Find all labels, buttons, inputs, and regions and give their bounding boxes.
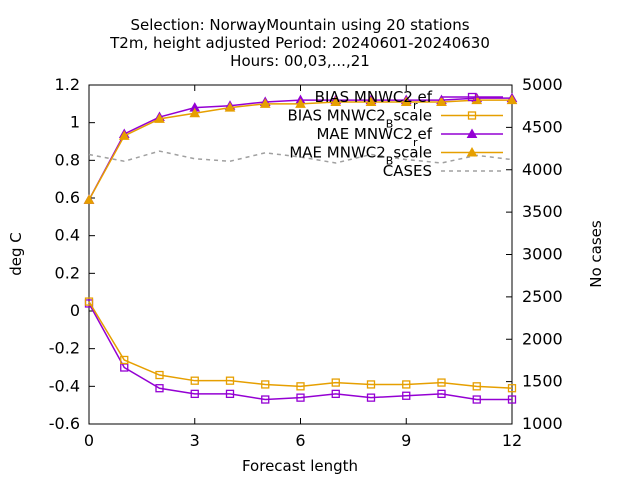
data-point	[507, 395, 517, 404]
data-point	[436, 96, 447, 106]
data-point	[259, 98, 271, 108]
y2-tick-label: 2500	[522, 287, 563, 306]
data-point	[155, 384, 164, 393]
x-tick-label: 0	[84, 431, 94, 450]
data-point	[507, 384, 517, 393]
x-tick-label: 12	[502, 431, 522, 450]
legend-label: BIAS MNWC2Bscale	[288, 107, 432, 131]
legend-entry: BIAS MNWC2ref	[315, 88, 503, 112]
data-point	[365, 96, 377, 106]
data-point	[402, 380, 411, 389]
data-point	[437, 389, 446, 399]
legend-entry: CASES	[383, 162, 503, 180]
y-tick-label: 0	[70, 301, 80, 320]
y-tick-label: 1.2	[55, 75, 80, 94]
legend-entry: MAE MNWC2ref	[316, 125, 503, 149]
x-tick-label: 6	[295, 431, 305, 450]
data-point	[225, 389, 235, 399]
legend-entry: BIAS MNWC2Bscale	[288, 107, 503, 131]
data-point	[296, 382, 305, 391]
plot-border	[88, 84, 513, 425]
x-tick-label: 3	[190, 431, 200, 450]
data-point	[366, 393, 376, 402]
series-line	[88, 303, 512, 401]
y2-tick-label: 1500	[522, 372, 563, 391]
data-point	[190, 376, 199, 385]
data-point	[467, 92, 477, 102]
title-line-3: Hours: 00,03,...,21	[230, 52, 370, 70]
y-tick-label: 0.6	[55, 188, 80, 207]
y2-tick-label: 1000	[522, 414, 563, 433]
data-point	[331, 389, 340, 399]
y2-axis-label: No cases	[587, 220, 605, 288]
y-tick-label: 0.2	[55, 263, 80, 282]
legend-label: MAE MNWC2ref	[316, 125, 432, 149]
data-point	[466, 128, 478, 138]
data-point	[471, 94, 483, 105]
axes: -0.6 -0.4 -0.2 0 0.2 0.4 0.6 0.8 1 1.2 1000 1500 200…	[49, 75, 563, 450]
y-tick-label: -0.4	[49, 376, 80, 395]
series-0	[84, 299, 517, 404]
y2-tick-label: 5000	[522, 75, 563, 94]
data-point	[84, 297, 94, 306]
data-point	[190, 389, 199, 399]
legend-entry: MAE MNWC2Bscale	[289, 144, 503, 168]
y2-tick-label: 3000	[522, 245, 563, 264]
data-point	[472, 395, 481, 404]
data-point	[296, 393, 305, 402]
data-point	[467, 111, 477, 120]
series-line	[88, 150, 513, 164]
data-point	[261, 380, 270, 389]
x-axis-label: Forecast length	[242, 457, 358, 475]
data-point	[330, 96, 342, 106]
data-point	[506, 94, 518, 105]
y-tick-label: 0.8	[55, 150, 80, 169]
plot-area	[83, 92, 518, 404]
y2-tick-label: 3500	[522, 202, 563, 221]
data-point	[120, 355, 129, 365]
y2-tick-label: 4000	[522, 160, 563, 179]
data-point	[224, 102, 236, 112]
data-point	[400, 96, 412, 106]
data-point	[118, 130, 130, 140]
series-1	[84, 297, 517, 393]
y2-tick-label: 4500	[522, 117, 563, 136]
data-point	[261, 395, 270, 404]
chart-title: Selection: NorwayMountain using 20 stati…	[109, 16, 490, 70]
data-point	[331, 378, 340, 387]
data-point	[366, 380, 376, 389]
data-point	[189, 107, 201, 118]
data-point	[437, 378, 446, 387]
y-tick-label: 1	[70, 113, 80, 132]
data-point	[155, 370, 164, 380]
series-3	[83, 94, 518, 204]
title-line-1: Selection: NorwayMountain using 20 stati…	[130, 16, 469, 34]
y-axis-label: deg C	[7, 232, 25, 276]
data-point	[225, 376, 235, 385]
legend-label: BIAS MNWC2ref	[315, 88, 433, 112]
y2-tick-label: 2000	[522, 329, 563, 348]
series-4	[88, 150, 513, 164]
y-tick-label: -0.2	[49, 339, 80, 358]
data-point	[83, 194, 95, 204]
y-tick-label: 0.4	[55, 226, 80, 245]
title-line-2: T2m, height adjusted Period: 20240601-20…	[109, 34, 490, 52]
legend-label: MAE MNWC2Bscale	[289, 144, 432, 168]
data-point	[402, 391, 411, 400]
legend-label: CASES	[383, 162, 432, 180]
y-tick-label: -0.6	[49, 414, 80, 433]
data-point	[472, 382, 481, 391]
data-point	[466, 146, 478, 157]
x-tick-label: 9	[401, 431, 411, 450]
data-point	[295, 98, 306, 108]
data-point	[154, 113, 165, 123]
series-line	[88, 301, 513, 389]
